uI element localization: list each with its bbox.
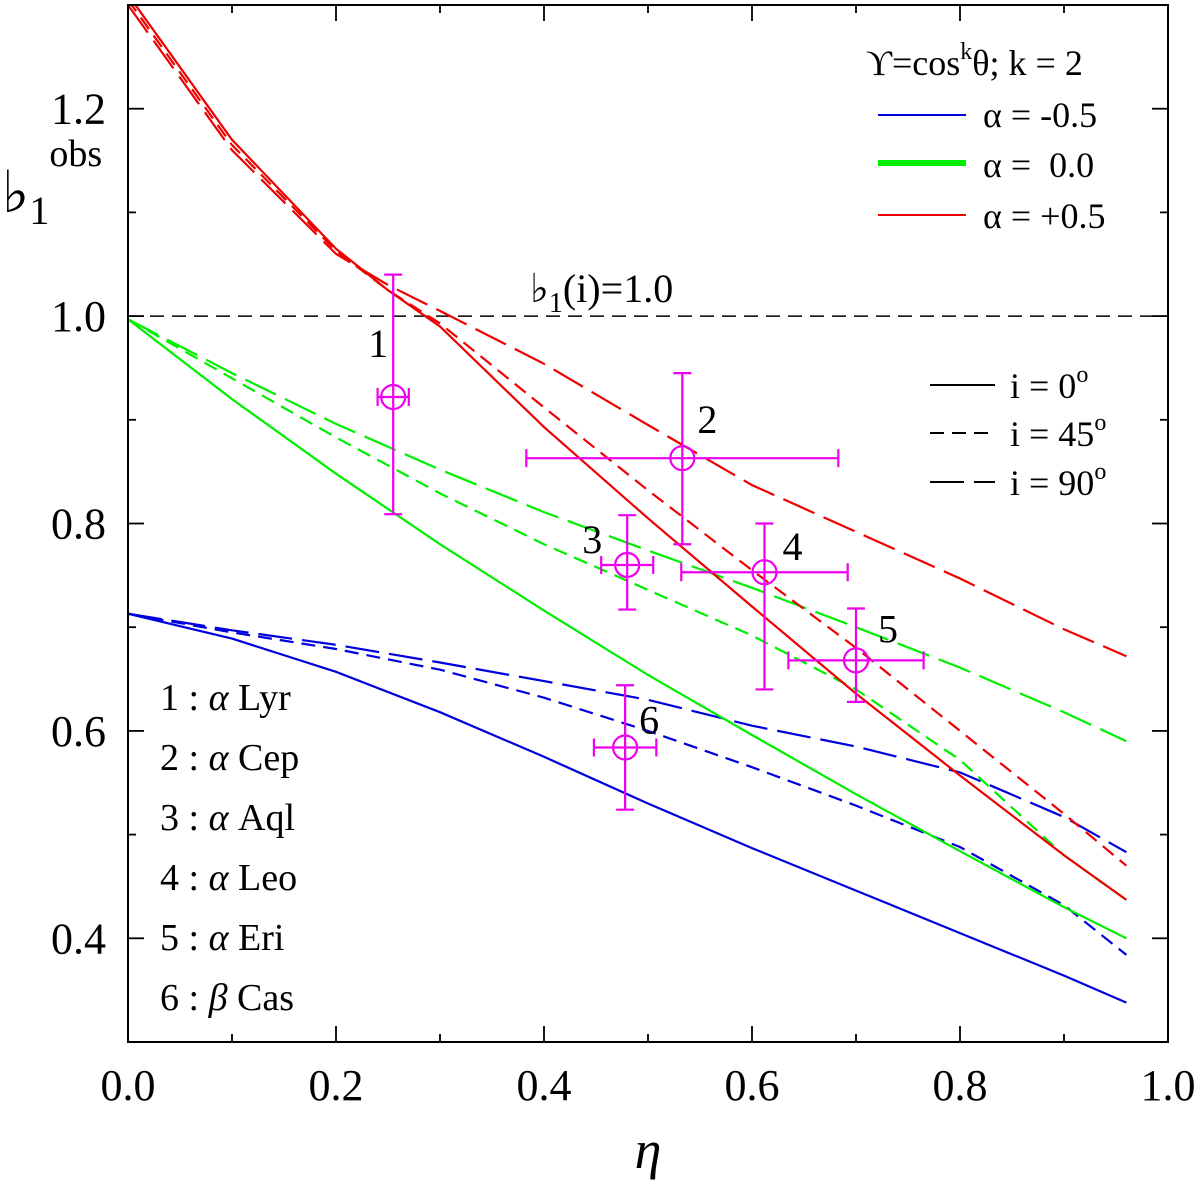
star-key: 1 : α Lyr 2 : α Cep 3 : α Aql 4 : α Leo … <box>160 677 299 1019</box>
series-line-2 <box>128 612 1127 854</box>
x-tick-label: 0.6 <box>725 1061 780 1110</box>
legend-label-alpha-zero: α = 0.0 <box>983 145 1094 185</box>
data-point-1: 1 <box>368 273 410 516</box>
x-tick-label: 0.0 <box>101 1061 156 1110</box>
point-marker <box>612 734 639 761</box>
y-tick-label: 1.2 <box>51 85 106 134</box>
x-tick-label: 1.0 <box>1141 1061 1196 1110</box>
point-label-5: 5 <box>878 606 898 651</box>
points-group: 1 2 3 4 5 6 <box>368 273 925 811</box>
point-marker <box>380 383 407 411</box>
point-marker <box>669 445 696 472</box>
data-point-5: 5 <box>787 606 925 703</box>
star-key-6: 6 : β Cas <box>160 977 294 1019</box>
y-tick-label: 0.6 <box>51 707 106 756</box>
star-key-3: 3 : α Aql <box>160 797 295 839</box>
point-label-1: 1 <box>368 321 388 366</box>
point-label-4: 4 <box>782 524 802 569</box>
x-axis-title: η <box>635 1120 662 1180</box>
data-point-3: 3 <box>582 514 655 611</box>
series-line-6 <box>134 5 1128 901</box>
y-tick-label: 0.8 <box>51 500 106 549</box>
point-label-6: 6 <box>639 697 659 742</box>
y-tick-label: 1.0 <box>51 292 106 341</box>
x-tick-label: 0.2 <box>309 1061 364 1110</box>
legend-label-alpha-minus: α = -0.5 <box>983 95 1097 135</box>
star-key-1: 1 : α Lyr <box>160 677 291 719</box>
legend-style: i = 0o i = 45o i = 90o <box>930 362 1106 503</box>
series-line-4 <box>128 318 1128 901</box>
data-point-6: 6 <box>592 684 659 811</box>
series-group <box>128 5 1128 1004</box>
point-marker <box>751 559 778 586</box>
point-label-2: 2 <box>697 397 717 442</box>
data-point-4: 4 <box>680 522 849 691</box>
star-key-2: 2 : α Cep <box>160 737 299 779</box>
series-line-1 <box>128 612 1128 956</box>
legend-label-i90: i = 90o <box>1010 459 1106 503</box>
x-tick-label: 0.8 <box>933 1061 988 1110</box>
star-key-4: 4 : α Leo <box>160 857 297 899</box>
point-marker <box>614 551 641 579</box>
series-line-0 <box>128 612 1127 1004</box>
y-tick-label: 0.4 <box>51 914 106 963</box>
x-tick-label: 0.4 <box>517 1061 572 1110</box>
reference-line-label: ♭1(i)=1.0 <box>530 266 673 319</box>
y-axis-title: ♭1obs <box>2 133 102 233</box>
data-point-2: 2 <box>525 372 840 546</box>
point-marker <box>842 647 870 674</box>
point-label-3: 3 <box>582 517 602 562</box>
legend-label-i0: i = 0o <box>1010 362 1088 406</box>
legend-label-i45: i = 45o <box>1010 410 1106 454</box>
legend-label-alpha-plus: α = +0.5 <box>983 196 1105 236</box>
ticks-group: 0.0 0.2 0.4 0.6 0.8 1.0 0.4 0.6 0.8 1.0 1.2 <box>51 4 1196 1110</box>
series-line-8 <box>128 5 1127 658</box>
series-line-5 <box>128 318 1127 743</box>
series-line-3 <box>128 318 1127 940</box>
star-key-5: 5 : α Eri <box>160 917 284 959</box>
legend-color-title: ϒ=coskθ; k = 2 <box>866 39 1083 83</box>
legend-color: ϒ=coskθ; k = 2 α = -0.5 α = 0.0 α = +0.5 <box>866 39 1105 236</box>
